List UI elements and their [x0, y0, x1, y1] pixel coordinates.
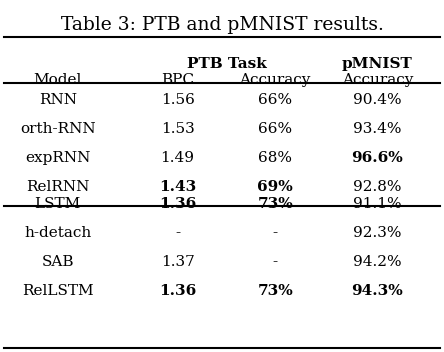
- Text: -: -: [175, 226, 180, 240]
- Text: 94.3%: 94.3%: [352, 284, 403, 298]
- Text: 96.6%: 96.6%: [352, 151, 403, 165]
- Text: LSTM: LSTM: [35, 197, 81, 212]
- Text: 1.36: 1.36: [159, 197, 196, 212]
- Text: RelRNN: RelRNN: [26, 180, 89, 194]
- Text: 73%: 73%: [258, 284, 293, 298]
- Text: 1.49: 1.49: [161, 151, 194, 165]
- Text: orth-RNN: orth-RNN: [20, 122, 95, 136]
- Text: RelLSTM: RelLSTM: [22, 284, 94, 298]
- Text: Table 3: PTB and pMNIST results.: Table 3: PTB and pMNIST results.: [60, 16, 384, 34]
- Text: 1.43: 1.43: [159, 180, 196, 194]
- Text: 91.1%: 91.1%: [353, 197, 402, 212]
- Text: 93.4%: 93.4%: [353, 122, 402, 136]
- Text: 1.56: 1.56: [161, 93, 194, 107]
- Text: BPC: BPC: [161, 73, 194, 87]
- Text: 68%: 68%: [258, 151, 292, 165]
- Text: PTB Task: PTB Task: [186, 57, 266, 71]
- Text: RNN: RNN: [39, 93, 77, 107]
- Text: 1.53: 1.53: [161, 122, 194, 136]
- Text: 66%: 66%: [258, 93, 292, 107]
- Text: 69%: 69%: [258, 180, 293, 194]
- Text: pMNIST: pMNIST: [342, 57, 413, 71]
- Text: Accuracy: Accuracy: [240, 73, 311, 87]
- Text: h-detach: h-detach: [24, 226, 91, 240]
- Text: 90.4%: 90.4%: [353, 93, 402, 107]
- Text: expRNN: expRNN: [25, 151, 91, 165]
- Text: 73%: 73%: [258, 197, 293, 212]
- Text: 92.3%: 92.3%: [353, 226, 402, 240]
- Text: -: -: [273, 255, 278, 269]
- Text: 1.37: 1.37: [161, 255, 194, 269]
- Text: 66%: 66%: [258, 122, 292, 136]
- Text: 92.8%: 92.8%: [353, 180, 402, 194]
- Text: SAB: SAB: [41, 255, 74, 269]
- Text: 1.36: 1.36: [159, 284, 196, 298]
- Text: Accuracy: Accuracy: [342, 73, 413, 87]
- Text: 94.2%: 94.2%: [353, 255, 402, 269]
- Text: Model: Model: [34, 73, 82, 87]
- Text: -: -: [273, 226, 278, 240]
